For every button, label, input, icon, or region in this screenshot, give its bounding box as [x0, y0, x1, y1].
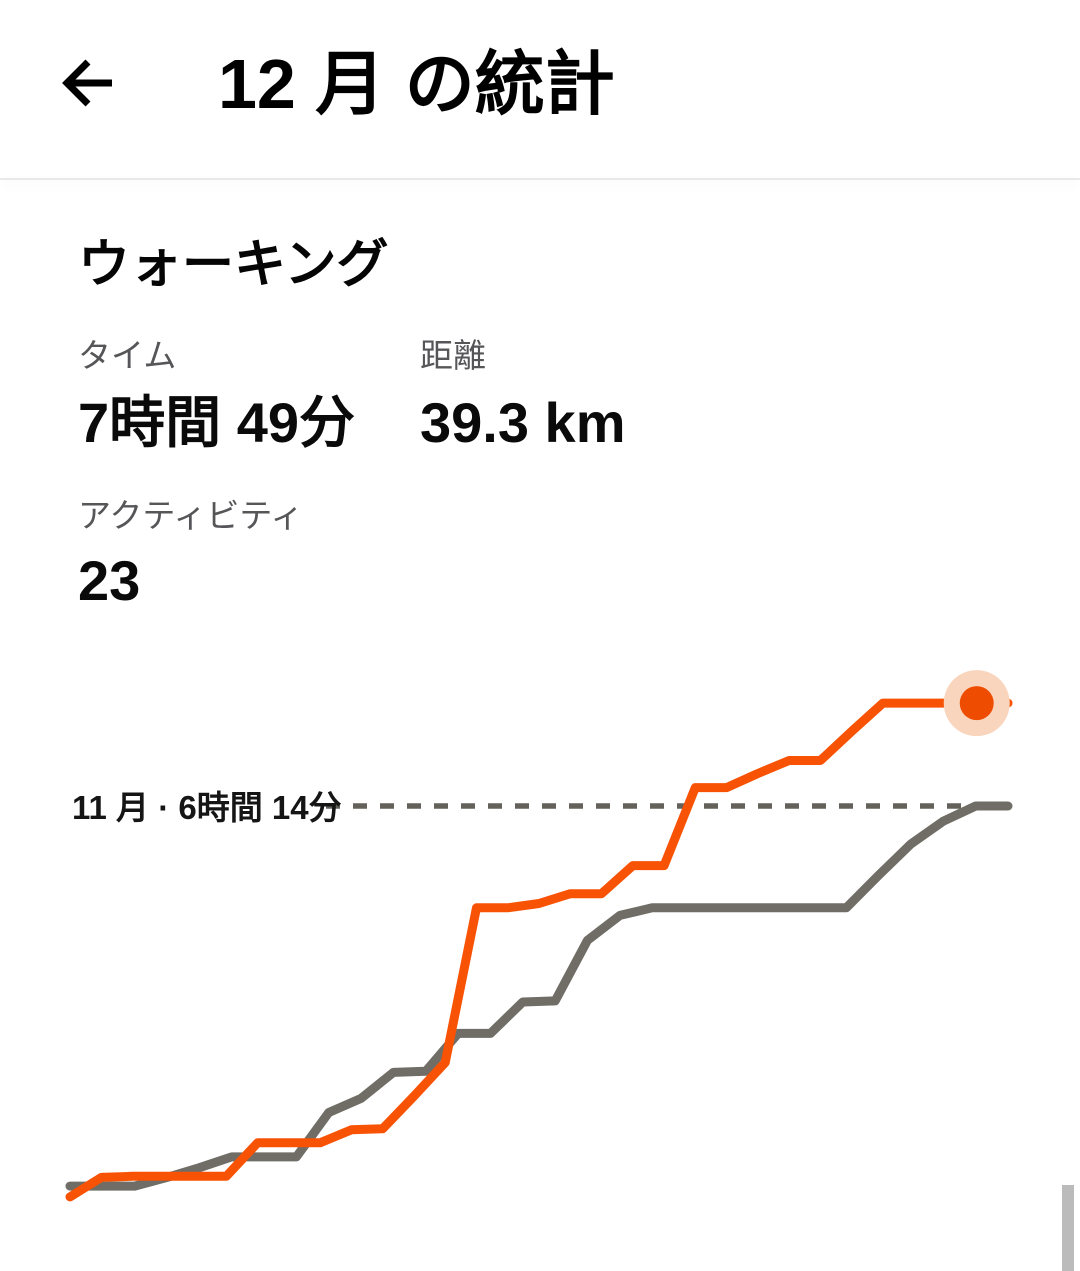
- time-stat-value: 7時間 49分: [78, 391, 355, 454]
- back-arrow-icon: [62, 59, 112, 107]
- previous-month-line: [65, 801, 1013, 1191]
- time-stat-label: タイム: [78, 337, 177, 374]
- activity-type-heading: ウォーキング: [78, 236, 389, 294]
- app-bar: 12 月 の統計: [0, 0, 1080, 178]
- distance-stat-label: 距離: [420, 337, 486, 374]
- distance-stat-value: 39.3 km: [420, 391, 626, 454]
- current-month-line: [65, 698, 1013, 1202]
- reference-line-label: 11 月 · 6時間 14分: [72, 789, 342, 826]
- back-button[interactable]: [50, 50, 116, 116]
- activities-stat-value: 23: [78, 549, 141, 612]
- activities-stat-label: アクティビティ: [78, 497, 304, 534]
- today-marker-dot: [959, 686, 994, 721]
- scrollbar-thumb[interactable]: [1062, 1185, 1074, 1271]
- page-title: 12 月 の統計: [218, 45, 615, 123]
- header-divider: [0, 178, 1080, 180]
